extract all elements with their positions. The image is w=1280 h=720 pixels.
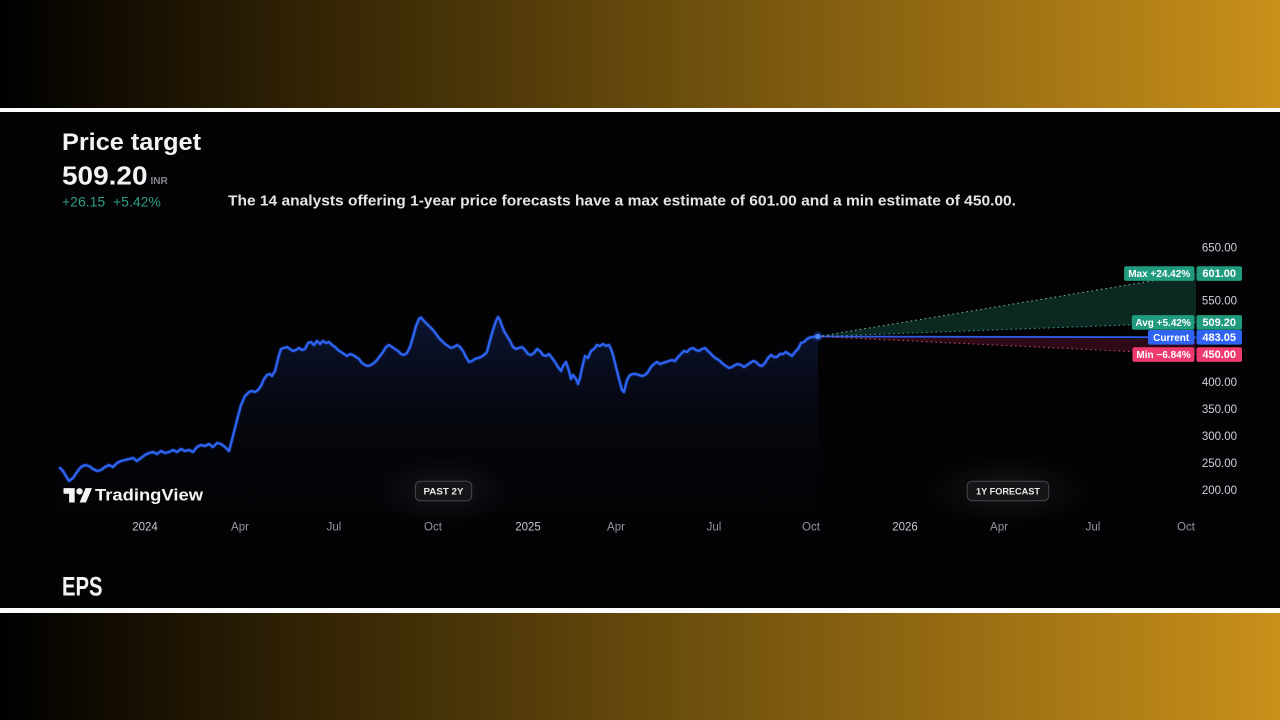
svg-text:Price target: Price target xyxy=(62,129,201,156)
svg-text:EPS: EPS xyxy=(62,572,103,602)
svg-text:TradingView: TradingView xyxy=(95,487,203,505)
svg-text:300.00: 300.00 xyxy=(1202,431,1237,443)
svg-text:+26.15 +5.42%: +26.15 +5.42% xyxy=(62,194,161,210)
svg-text:Oct: Oct xyxy=(1177,522,1196,534)
svg-text:PAST 2Y: PAST 2Y xyxy=(424,487,465,498)
svg-text:483.05: 483.05 xyxy=(1202,332,1236,344)
svg-text:650.00: 650.00 xyxy=(1202,243,1237,255)
svg-text:Avg +5.42%: Avg +5.42% xyxy=(1135,318,1191,329)
svg-text:The 14 analysts offering 1-yea: The 14 analysts offering 1-year price fo… xyxy=(228,193,1016,210)
svg-text:200.00: 200.00 xyxy=(1202,485,1237,497)
svg-text:601.00: 601.00 xyxy=(1202,268,1236,280)
svg-text:Jul: Jul xyxy=(327,522,342,534)
svg-text:INR: INR xyxy=(151,176,169,187)
svg-text:Apr: Apr xyxy=(231,522,249,534)
svg-text:Jul: Jul xyxy=(707,522,722,534)
svg-text:509.20: 509.20 xyxy=(1202,317,1236,329)
svg-text:550.00: 550.00 xyxy=(1202,296,1237,308)
svg-text:Jul: Jul xyxy=(1086,522,1101,534)
svg-text:350.00: 350.00 xyxy=(1202,404,1237,416)
svg-text:1Y FORECAST: 1Y FORECAST xyxy=(976,487,1040,498)
svg-text:250.00: 250.00 xyxy=(1202,458,1237,470)
svg-text:509.20: 509.20 xyxy=(62,161,148,191)
svg-text:2026: 2026 xyxy=(892,522,918,534)
svg-text:Min −6.84%: Min −6.84% xyxy=(1136,350,1190,361)
svg-text:2025: 2025 xyxy=(515,522,541,534)
svg-text:Apr: Apr xyxy=(607,522,625,534)
svg-text:400.00: 400.00 xyxy=(1202,377,1237,389)
svg-text:2024: 2024 xyxy=(132,522,158,534)
svg-text:Oct: Oct xyxy=(802,522,821,534)
svg-text:Max +24.42%: Max +24.42% xyxy=(1128,269,1190,280)
svg-text:450.00: 450.00 xyxy=(1202,349,1236,361)
svg-text:Current: Current xyxy=(1153,333,1190,344)
